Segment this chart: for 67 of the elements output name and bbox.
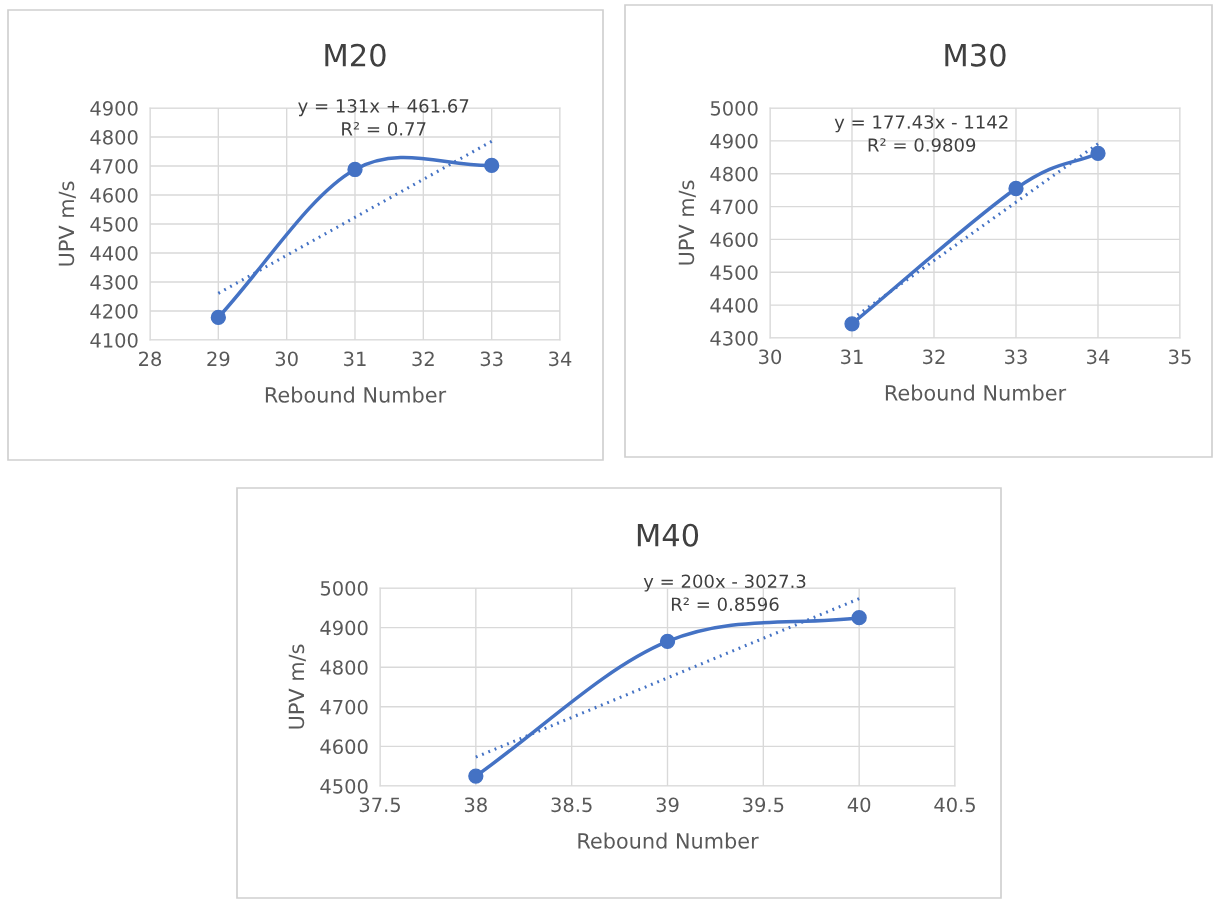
y-axis-title: UPV m/s — [678, 180, 696, 265]
point — [347, 161, 363, 178]
y-tick-label: 4500 — [90, 216, 138, 232]
annotation: y = 200x - 3027.3 — [643, 574, 806, 592]
x-tick-label: 39 — [656, 797, 679, 813]
y-axis-title: UPV m/s — [288, 644, 306, 729]
y-tick-label: 4400 — [90, 245, 138, 261]
x-tick-label: 34 — [549, 351, 572, 367]
y-tick-label: 4800 — [90, 129, 138, 145]
x-axis-title: Rebound Number — [265, 386, 447, 403]
point — [851, 610, 867, 626]
point — [1090, 145, 1106, 161]
y-tick-label: 4900 — [320, 620, 368, 636]
y-tick-label: 5000 — [710, 100, 758, 116]
y-tick-label: 4400 — [710, 298, 758, 313]
y-tick-label: 4300 — [90, 274, 138, 290]
x-tick-label: 30 — [759, 349, 782, 365]
x-tick-label: 34 — [1087, 349, 1110, 365]
point — [468, 768, 484, 784]
y-tick-label: 4900 — [710, 133, 758, 149]
x-tick-label: 37.5 — [359, 797, 400, 813]
x-tick-label: 38 — [464, 797, 487, 813]
x-tick-label: 35 — [1169, 349, 1191, 365]
x-axis-title: Rebound Number — [885, 384, 1067, 401]
x-tick-label: 32 — [923, 349, 945, 365]
annotation: y = 177.43x - 1142 — [834, 115, 1008, 133]
chart-title: M40 — [637, 523, 699, 547]
x-tick-label: 30 — [275, 351, 298, 367]
y-tick-label: 4600 — [320, 739, 368, 755]
y-axis-title: UPV m/s — [58, 181, 76, 266]
annotation: R² = 0.8596 — [671, 597, 779, 612]
x-tick-label: 31 — [841, 349, 863, 365]
y-tick-label: 5000 — [320, 580, 368, 596]
y-tick-label: 4600 — [710, 232, 758, 248]
y-tick-label: 4500 — [710, 265, 758, 280]
x-tick-label: 40 — [847, 797, 871, 813]
x-tick-label: 31 — [344, 351, 366, 367]
point — [484, 157, 500, 174]
y-tick-label: 4800 — [320, 660, 368, 675]
annotation: R² = 0.9809 — [868, 138, 976, 152]
chart-title: M30 — [945, 43, 1006, 67]
y-tick-label: 4300 — [710, 330, 758, 346]
annotation: y = 131x + 461.67 — [298, 99, 469, 117]
x-tick-label: 32 — [412, 351, 434, 367]
x-tick-label: 33 — [1005, 349, 1027, 365]
y-tick-label: 4600 — [90, 187, 138, 203]
chart-title: M20 — [325, 43, 386, 67]
x-tick-label: 33 — [480, 351, 503, 367]
x-tick-label: 28 — [139, 351, 162, 367]
point — [210, 309, 226, 326]
y-tick-label: 4900 — [90, 100, 138, 116]
y-tick-label: 4100 — [90, 332, 138, 348]
x-tick-label: 38.5 — [551, 797, 592, 813]
x-axis-title: Rebound Number — [578, 832, 759, 849]
y-tick-label: 4500 — [320, 778, 368, 794]
point — [659, 633, 676, 650]
y-tick-label: 4700 — [320, 699, 368, 715]
y-tick-label: 4200 — [90, 303, 138, 319]
y-tick-label: 4700 — [710, 199, 758, 215]
point — [1008, 180, 1024, 197]
y-tick-label: 4800 — [710, 166, 758, 182]
x-tick-label: 39.5 — [743, 797, 784, 813]
annotation: R² = 0.77 — [342, 122, 426, 136]
y-tick-label: 4700 — [90, 158, 138, 174]
x-tick-label: 29 — [207, 351, 230, 367]
point — [844, 316, 860, 332]
x-tick-label: 40.5 — [934, 797, 975, 813]
